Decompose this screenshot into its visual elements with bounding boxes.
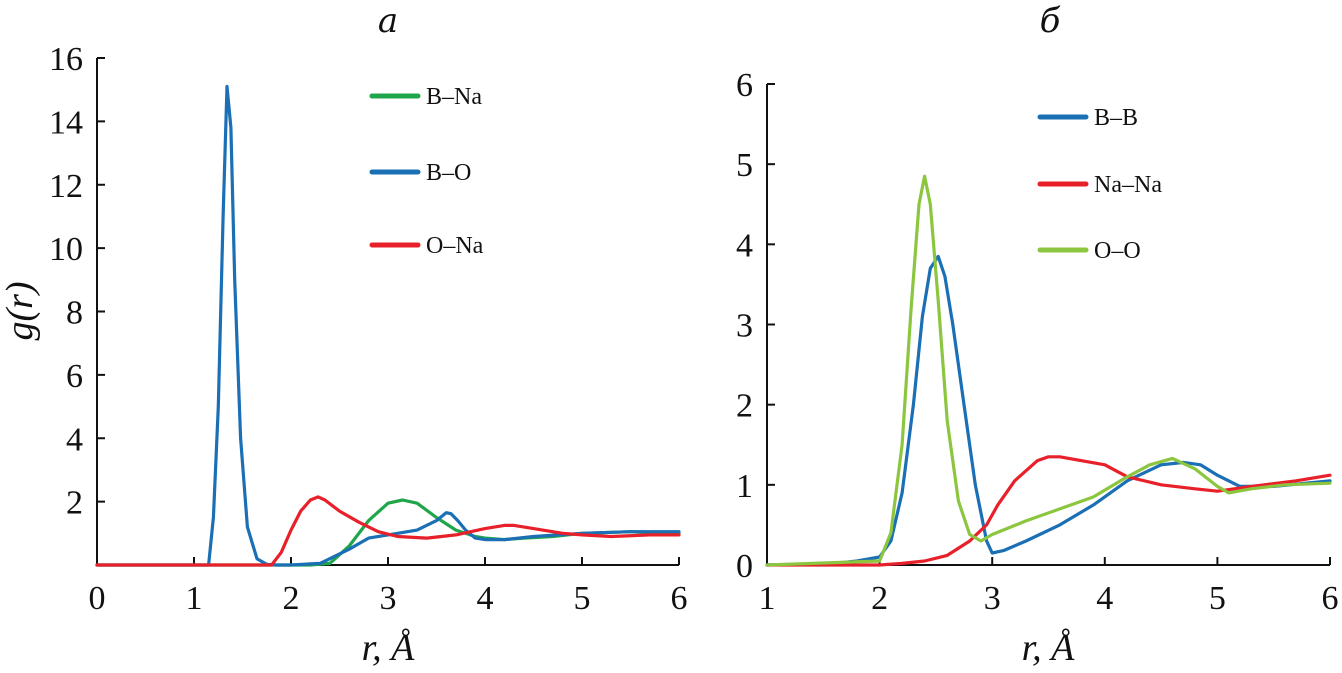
y-tick-label: 0 [736, 548, 753, 585]
y-tick-label: 3 [736, 308, 753, 345]
y-tick-label: 8 [66, 295, 83, 332]
y-tick-label: 5 [736, 147, 753, 184]
legend-label: B–B [1094, 105, 1138, 131]
panel-a-title: а [378, 1, 398, 41]
series-line-B–O [95, 84, 681, 567]
panel-a-x-axis-label: r, Å [362, 627, 416, 669]
y-tick-label: 16 [49, 41, 83, 78]
legend-label: Na–Na [1094, 172, 1162, 198]
x-tick-label: 4 [1096, 580, 1113, 617]
panel-a-y-axis-label: g(r) [0, 281, 41, 340]
y-tick-label: 4 [66, 421, 83, 458]
panel-a-series [95, 84, 681, 567]
legend-label: O–O [1094, 238, 1141, 264]
x-tick-label: 6 [671, 580, 688, 617]
x-tick-label: 6 [1322, 580, 1339, 617]
y-tick-label: 6 [736, 67, 753, 104]
legend-label: B–O [426, 160, 471, 186]
y-tick-label: 1 [736, 468, 753, 505]
legend-label: O–Na [426, 233, 484, 259]
x-tick-label: 2 [283, 580, 300, 617]
panel-a-x-axis-label-text: r, Å [362, 627, 416, 669]
y-tick-label: 10 [49, 231, 83, 268]
x-tick-label: 5 [574, 580, 591, 617]
y-tick-label: 4 [736, 227, 753, 264]
panel-b-legend: B–B Na–Na O–O [1037, 105, 1162, 264]
series-line-B–B [765, 254, 1332, 567]
y-tick-label: 2 [66, 485, 83, 522]
panel-b-title: б [1040, 1, 1061, 41]
y-tick-label: 6 [66, 358, 83, 395]
x-tick-label: 1 [186, 580, 203, 617]
panel-b-x-axis-label: r, Å [1022, 627, 1076, 669]
y-tick-label: 14 [49, 104, 83, 141]
series-line-O–Na [95, 495, 681, 567]
x-tick-label: 0 [89, 580, 106, 617]
legend-label: B–Na [426, 84, 482, 110]
y-tick-label: 2 [736, 388, 753, 425]
panel-a-legend: B–Na B–O O–Na [369, 84, 484, 259]
x-tick-label: 5 [1209, 580, 1226, 617]
series-line-O–O [765, 174, 1332, 567]
x-tick-label: 1 [759, 580, 776, 617]
x-tick-label: 2 [871, 580, 888, 617]
x-tick-label: 3 [380, 580, 397, 617]
x-tick-label: 3 [984, 580, 1001, 617]
panel-b-x-axis-label-text: r, Å [1022, 627, 1076, 669]
x-tick-label: 4 [477, 580, 494, 617]
series-line-Na–Na [765, 455, 1332, 567]
panel-b-series [765, 174, 1332, 567]
y-tick-label: 12 [49, 168, 83, 205]
